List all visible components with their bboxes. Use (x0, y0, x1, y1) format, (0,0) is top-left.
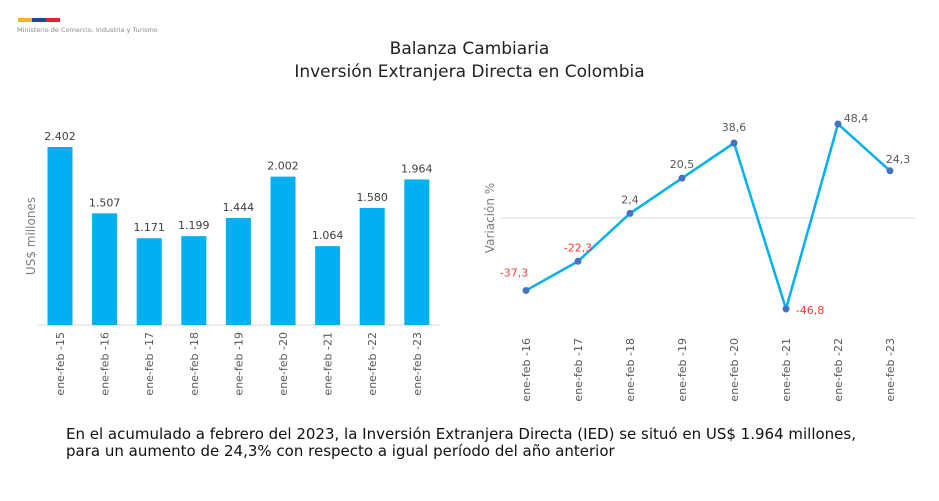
bar (404, 179, 430, 325)
bar-x-tick-label: ene-feb -22 (366, 332, 379, 396)
line-y-axis-label: Variación % (483, 183, 497, 253)
line-marker (574, 257, 582, 265)
bar-x-tick-label: ene-feb -18 (188, 332, 201, 396)
bar-y-axis-label: US$ millones (24, 197, 38, 275)
bar-data-label: 1.064 (312, 229, 344, 242)
line-data-label: 20,5 (670, 158, 695, 171)
line-data-label: -22,3 (564, 241, 592, 254)
line-marker (834, 120, 842, 128)
bar-data-label: 1.171 (133, 221, 165, 234)
bar-data-label: 1.199 (178, 219, 210, 232)
flag-stripe-yellow (18, 18, 32, 22)
bar (359, 207, 385, 325)
bar-x-tick-label: ene-feb -21 (322, 332, 335, 396)
bar (225, 217, 251, 325)
bar-data-label: 1.444 (223, 201, 255, 214)
bar (181, 236, 207, 325)
line-marker (886, 167, 894, 175)
line-x-tick-label: ene-feb -21 (780, 338, 793, 402)
flag-stripe-blue (32, 18, 46, 22)
chart-title: Balanza Cambiaria (389, 39, 550, 59)
flag-stripe-red (46, 18, 60, 22)
bar-data-label: 2.002 (267, 160, 299, 173)
line-x-tick-label: ene-feb -19 (676, 338, 689, 402)
line-data-label: 2,4 (621, 193, 639, 206)
bar-data-label: 1.507 (89, 196, 121, 209)
line-series (525, 121, 891, 314)
bar-x-tick-label: ene-feb -17 (143, 332, 156, 396)
chart-subtitle: Inversión Extranjera Directa en Colombia (294, 62, 645, 82)
ministry-name: Ministerio de Comercio, Industria y Turi… (17, 26, 158, 34)
line-data-label: 24,3 (886, 153, 911, 166)
line-data-label: -37,3 (500, 266, 528, 279)
line-marker (730, 139, 738, 147)
bar-x-tick-label: ene-feb -23 (411, 332, 424, 396)
line-data-label: -46,8 (796, 304, 824, 317)
bar (315, 246, 341, 325)
line-x-tick-label: ene-feb -20 (728, 338, 741, 402)
line-x-tick-label: ene-feb -16 (520, 338, 533, 402)
bar-x-tick-label: ene-feb -19 (232, 332, 245, 396)
line-data-label: 38,6 (722, 121, 747, 134)
line-marker (678, 174, 686, 182)
bar-data-label: 2.402 (44, 130, 76, 143)
bar (270, 176, 296, 325)
line-x-tick-label: ene-feb -17 (572, 338, 585, 402)
bar-x-tick-label: ene-feb -20 (277, 332, 290, 396)
flag-logo (18, 18, 60, 22)
line-marker (626, 209, 634, 217)
line-x-tick-label: ene-feb -18 (624, 338, 637, 402)
bar-data-label: 1.580 (356, 191, 388, 204)
summary-caption: En el acumulado a febrero del 2023, la I… (66, 425, 856, 460)
bar (47, 147, 73, 325)
bar (136, 238, 162, 325)
line-x-tick-label: ene-feb -22 (832, 338, 845, 402)
bar-x-tick-label: ene-feb -15 (54, 332, 67, 396)
bar (92, 213, 118, 325)
bar-x-tick-label: ene-feb -16 (99, 332, 112, 396)
line-marker (522, 286, 530, 294)
line-data-label: 48,4 (844, 112, 869, 125)
bar-data-label: 1.964 (401, 162, 433, 175)
line-x-tick-label: ene-feb -23 (884, 338, 897, 402)
line-marker (782, 305, 790, 313)
